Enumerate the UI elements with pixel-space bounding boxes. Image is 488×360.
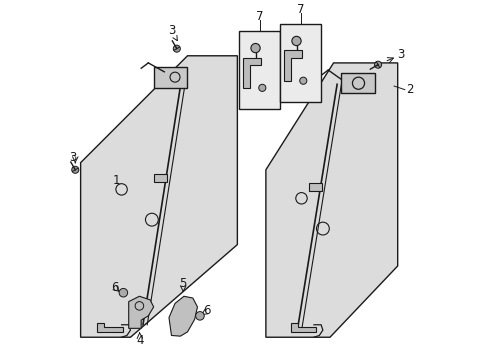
- Text: 6: 6: [203, 304, 210, 317]
- Text: 1: 1: [112, 174, 120, 187]
- Circle shape: [195, 312, 204, 320]
- Circle shape: [374, 61, 381, 68]
- Bar: [340, 72, 374, 93]
- Polygon shape: [81, 56, 237, 337]
- Circle shape: [258, 84, 265, 91]
- Circle shape: [173, 45, 180, 52]
- Text: 3: 3: [69, 151, 76, 164]
- Text: 6: 6: [110, 281, 118, 294]
- Polygon shape: [242, 58, 260, 88]
- Text: 7: 7: [256, 10, 263, 23]
- Text: 3: 3: [167, 24, 177, 41]
- Polygon shape: [265, 63, 397, 337]
- Polygon shape: [97, 323, 123, 332]
- Polygon shape: [290, 323, 315, 332]
- Text: 2: 2: [406, 83, 413, 96]
- Bar: [309, 183, 322, 191]
- Bar: [154, 175, 167, 182]
- Bar: [280, 24, 321, 102]
- Polygon shape: [169, 296, 197, 336]
- Text: 3: 3: [397, 48, 404, 60]
- Polygon shape: [128, 296, 153, 328]
- Circle shape: [250, 44, 260, 53]
- Circle shape: [72, 166, 79, 173]
- Bar: [239, 31, 280, 109]
- Circle shape: [119, 288, 127, 297]
- Circle shape: [299, 77, 306, 84]
- Circle shape: [291, 36, 301, 46]
- Polygon shape: [283, 50, 301, 81]
- Bar: [153, 67, 187, 88]
- Text: 5: 5: [179, 277, 186, 290]
- Text: 7: 7: [296, 3, 304, 16]
- Text: 4: 4: [137, 334, 144, 347]
